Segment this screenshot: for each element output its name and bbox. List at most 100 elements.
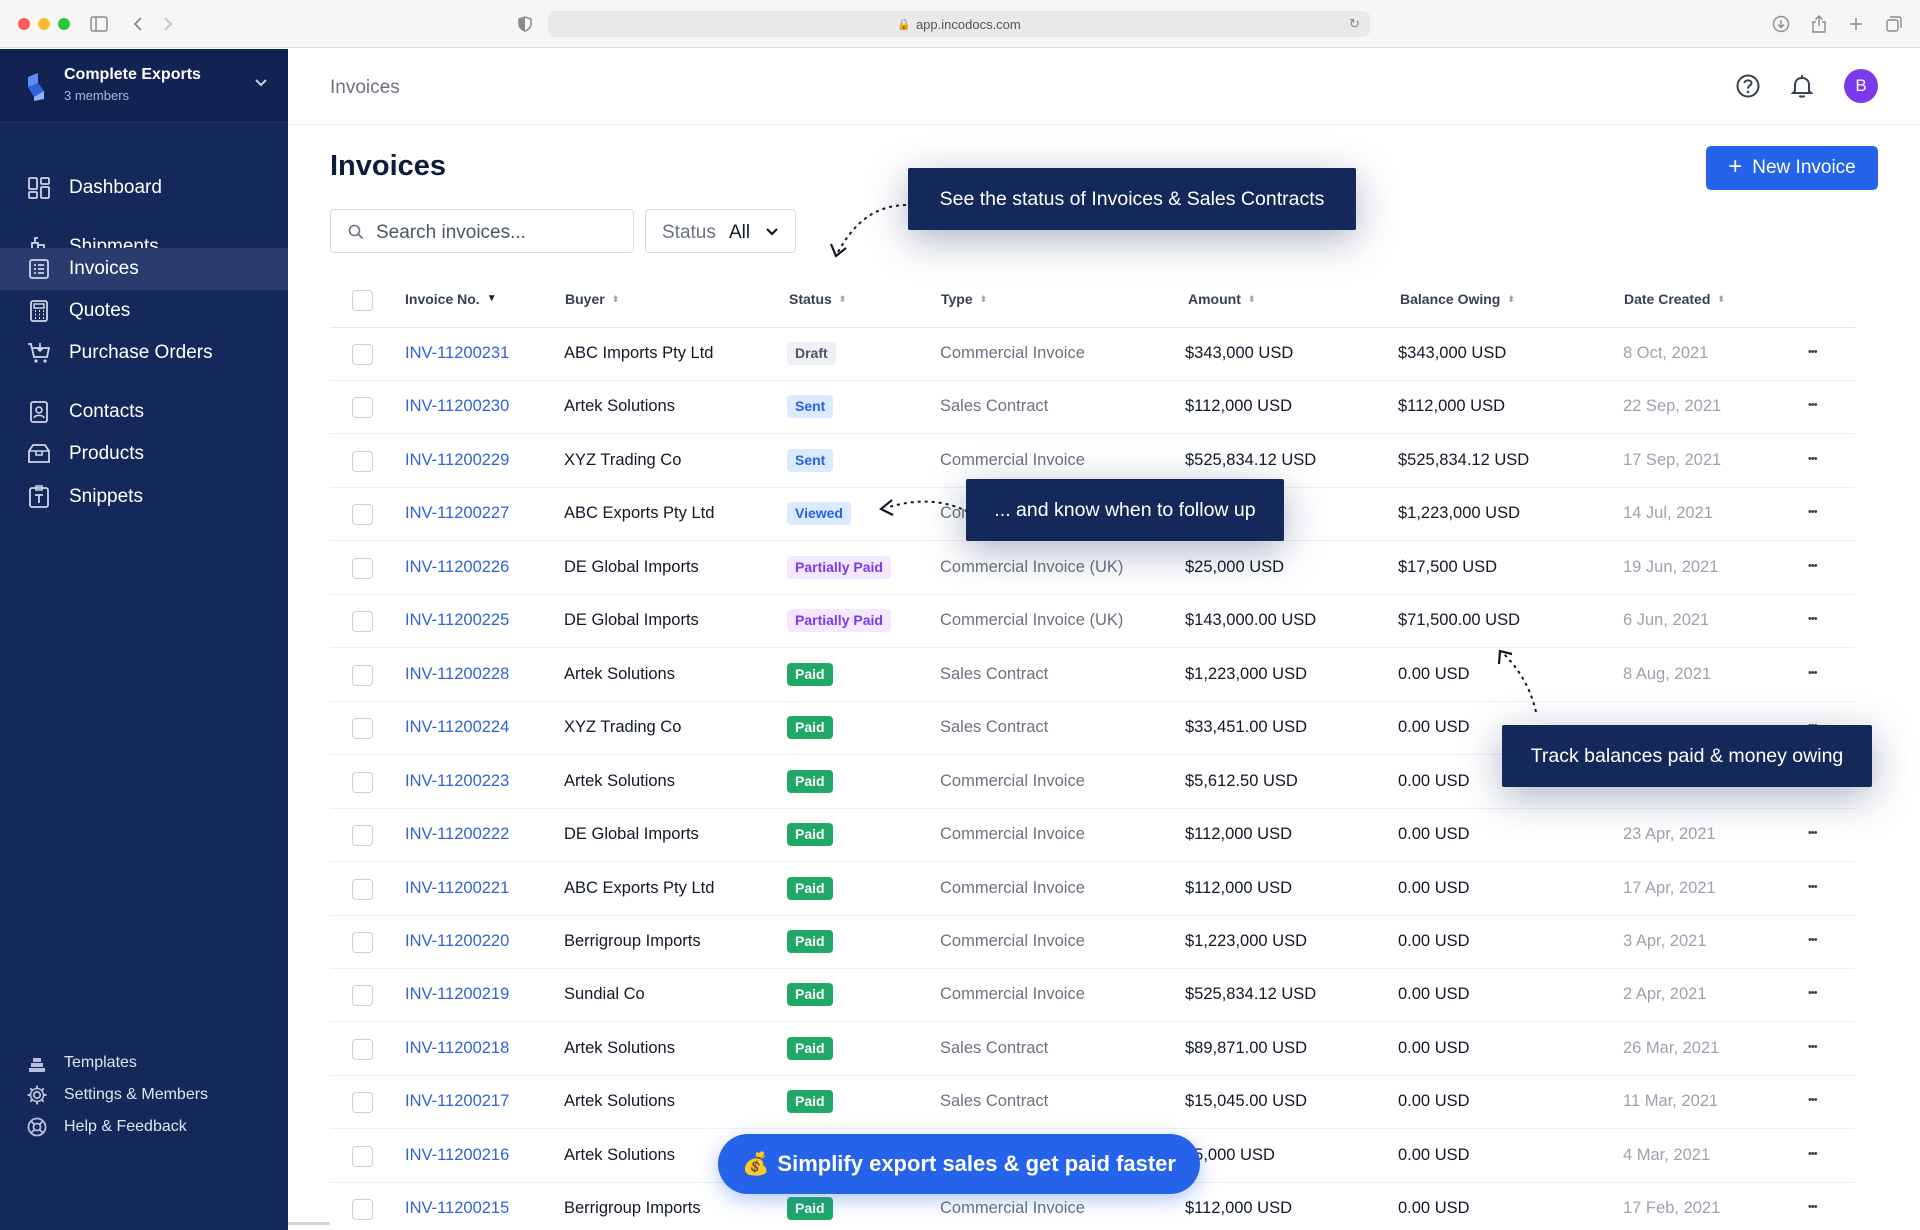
row-checkbox[interactable] (352, 1092, 373, 1114)
promo-banner[interactable]: 💰 Simplify export sales & get paid faste… (718, 1134, 1200, 1194)
invoice-number-link[interactable]: INV-11200222 (405, 825, 510, 844)
reload-icon[interactable]: ↻ (1349, 16, 1360, 31)
column-header-buyer[interactable]: Buyer ⬍ (565, 291, 619, 307)
privacy-shield-icon[interactable] (514, 13, 536, 35)
close-window-button[interactable] (18, 18, 30, 30)
minimize-window-button[interactable] (38, 18, 50, 30)
sidebar-item-templates[interactable]: Templates (0, 1049, 288, 1077)
table-row[interactable]: INV-11200219 Sundial Co Paid Commercial Inv… (330, 969, 1855, 1023)
invoice-number-link[interactable]: INV-11200229 (405, 450, 510, 469)
row-checkbox[interactable] (352, 344, 373, 365)
table-row[interactable]: INV-11200225 DE Global Imports Partially P… (330, 595, 1855, 649)
tab-overview-icon[interactable] (1883, 13, 1905, 35)
sidebar-item-contacts[interactable]: Contacts (0, 391, 288, 433)
invoice-number-link[interactable]: INV-11200219 (405, 985, 510, 1004)
sidebar-item-quotes[interactable]: Quotes (0, 290, 288, 332)
table-row[interactable]: INV-11200221 ABC Exports Pty Ltd Paid Comme… (330, 863, 1855, 916)
row-checkbox[interactable] (352, 878, 373, 900)
sidebar-item-purchase-orders[interactable]: Purchase Orders (0, 332, 288, 374)
more-options-icon[interactable]: ••• (1808, 559, 1818, 572)
column-header-type[interactable]: Type ⬍ (941, 291, 987, 307)
more-options-icon[interactable]: ••• (1808, 987, 1818, 1000)
row-checkbox[interactable] (352, 1199, 373, 1221)
invoice-number-link[interactable]: INV-11200230 (405, 397, 510, 416)
more-options-icon[interactable]: ••• (1808, 933, 1818, 946)
invoice-number-link[interactable]: INV-11200224 (405, 718, 510, 737)
table-row[interactable]: INV-11200220 Berrigroup Imports Paid Commer… (330, 916, 1855, 969)
download-icon[interactable] (1770, 13, 1792, 35)
table-row[interactable]: INV-11200231 ABC Imports Pty Ltd Draft Comm… (330, 328, 1855, 381)
new-tab-icon[interactable] (1845, 13, 1867, 35)
invoice-number-link[interactable]: INV-11200218 (405, 1038, 510, 1057)
more-options-icon[interactable]: ••• (1808, 346, 1818, 358)
new-invoice-button[interactable]: + New Invoice (1706, 146, 1878, 190)
table-row[interactable]: INV-11200222 DE Global Imports Paid Commerc… (330, 809, 1855, 863)
bell-icon[interactable] (1788, 72, 1816, 100)
row-checkbox[interactable] (352, 771, 373, 793)
invoice-number-link[interactable]: INV-11200216 (405, 1145, 510, 1164)
invoice-number-link[interactable]: INV-11200227 (405, 504, 510, 523)
help-icon[interactable] (1734, 72, 1762, 100)
invoice-number-link[interactable]: INV-11200228 (405, 664, 510, 683)
address-bar[interactable]: 🔒 app.incodocs.com ↻ (548, 11, 1370, 37)
sidebar-toggle-icon[interactable] (88, 13, 110, 35)
more-options-icon[interactable]: ••• (1808, 666, 1818, 679)
row-checkbox[interactable] (352, 611, 373, 633)
column-header-invoice-no[interactable]: Invoice No. ▼ (405, 291, 497, 307)
more-options-icon[interactable]: ••• (1808, 1201, 1818, 1214)
row-checkbox[interactable] (352, 1145, 373, 1167)
table-row[interactable]: INV-11200228 Artek Solutions Paid Sales Con… (330, 649, 1855, 702)
invoice-number-link[interactable]: INV-11200225 (405, 611, 510, 630)
more-options-icon[interactable]: ••• (1808, 880, 1818, 893)
invoice-number-link[interactable]: INV-11200221 (405, 878, 510, 897)
row-checkbox[interactable] (352, 985, 373, 1007)
sidebar-item-dashboard[interactable]: Dashboard (0, 167, 288, 209)
sidebar-item-snippets[interactable]: Snippets (0, 476, 288, 518)
invoice-number-link[interactable]: INV-11200223 (405, 771, 510, 790)
table-row[interactable]: INV-11200218 Artek Solutions Paid Sales Con… (330, 1023, 1855, 1076)
more-options-icon[interactable]: ••• (1808, 1147, 1818, 1160)
invoice-number-link[interactable]: INV-11200231 (405, 344, 510, 362)
table-row[interactable]: INV-11200215 Berrigroup Imports Paid Commer… (330, 1183, 1855, 1230)
row-checkbox[interactable] (352, 664, 373, 686)
forward-icon[interactable] (157, 13, 179, 35)
select-all-checkbox[interactable] (352, 290, 373, 311)
table-row[interactable]: INV-11200230 Artek Solutions Sent Sales Con… (330, 381, 1855, 435)
invoice-number-link[interactable]: INV-11200215 (405, 1199, 510, 1218)
share-icon[interactable] (1808, 13, 1830, 35)
row-checkbox[interactable] (352, 718, 373, 740)
table-row[interactable]: INV-11200224 XYZ Trading Co Paid Sales Cont… (330, 702, 1855, 756)
org-switcher[interactable]: Complete Exports 3 members (0, 49, 288, 123)
column-header-date-created[interactable]: Date Created ⬍ (1624, 291, 1725, 307)
search-input[interactable]: Search invoices... (330, 209, 634, 253)
sidebar-item-invoices[interactable]: Invoices (0, 248, 288, 290)
row-checkbox[interactable] (352, 557, 373, 579)
chevron-down-icon[interactable] (254, 75, 268, 91)
maximize-window-button[interactable] (58, 18, 70, 30)
sidebar-item-products[interactable]: Products (0, 433, 288, 475)
more-options-icon[interactable]: ••• (1808, 1040, 1818, 1053)
more-options-icon[interactable]: ••• (1808, 827, 1818, 840)
row-checkbox[interactable] (352, 504, 373, 526)
more-options-icon[interactable]: ••• (1808, 452, 1818, 465)
more-options-icon[interactable]: ••• (1808, 399, 1818, 412)
row-checkbox[interactable] (352, 1038, 373, 1060)
more-options-icon[interactable]: ••• (1808, 506, 1818, 519)
column-header-status[interactable]: Status ⬍ (789, 291, 846, 307)
more-options-icon[interactable]: ••• (1808, 613, 1818, 626)
column-header-balance-owing[interactable]: Balance Owing ⬍ (1400, 291, 1515, 307)
table-row[interactable]: INV-11200226 DE Global Imports Partially P… (330, 542, 1855, 595)
status-filter-select[interactable]: Status All (645, 209, 796, 253)
invoice-number-link[interactable]: INV-11200220 (405, 931, 510, 950)
avatar[interactable]: B (1844, 69, 1878, 103)
invoice-number-link[interactable]: INV-11200226 (405, 557, 510, 576)
row-checkbox[interactable] (352, 397, 373, 419)
invoice-number-link[interactable]: INV-11200217 (405, 1092, 510, 1111)
column-header-amount[interactable]: Amount ⬍ (1188, 291, 1255, 307)
sidebar-item-help[interactable]: Help & Feedback (0, 1113, 288, 1141)
more-options-icon[interactable]: ••• (1808, 1094, 1818, 1107)
sidebar-item-settings[interactable]: Settings & Members (0, 1081, 288, 1109)
row-checkbox[interactable] (352, 931, 373, 953)
table-row[interactable]: INV-11200217 Artek Solutions Paid Sales Con… (330, 1076, 1855, 1130)
row-checkbox[interactable] (352, 450, 373, 472)
